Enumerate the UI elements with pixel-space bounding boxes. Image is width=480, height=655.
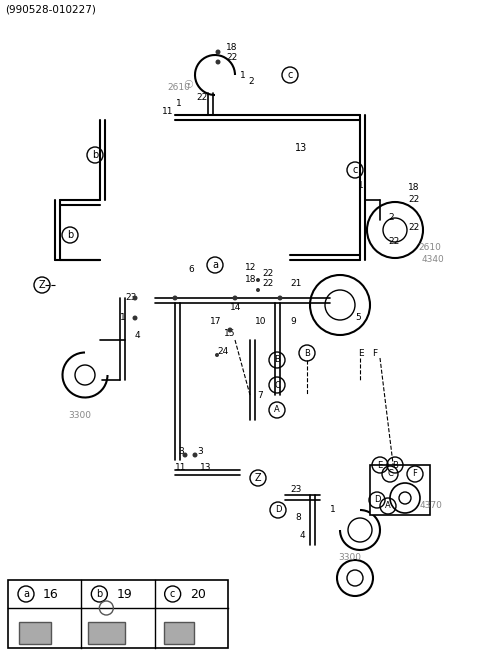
Text: 3: 3 [178,447,184,457]
Text: 23: 23 [125,293,136,303]
Text: 3300: 3300 [338,553,361,563]
Text: 7: 7 [257,390,263,400]
Text: 18: 18 [408,183,420,193]
Text: C: C [387,470,393,479]
Text: b: b [92,150,98,160]
Circle shape [216,50,220,54]
Text: 1: 1 [120,314,126,322]
Text: 16: 16 [43,588,59,601]
Text: 2: 2 [388,214,394,223]
FancyBboxPatch shape [164,622,193,644]
Text: b: b [96,589,102,599]
Text: 9: 9 [290,318,296,326]
Circle shape [132,295,137,301]
Text: 1: 1 [330,506,336,514]
Text: D: D [374,495,380,504]
Text: 4: 4 [135,331,141,339]
Text: 18: 18 [245,276,256,284]
Text: 13: 13 [295,143,307,153]
Text: 8: 8 [295,514,301,523]
Text: b: b [67,230,73,240]
Text: 1: 1 [240,71,246,79]
Text: 3: 3 [197,447,203,457]
Text: 3300: 3300 [68,411,91,419]
Text: 22: 22 [196,94,207,102]
Text: 22: 22 [388,238,399,246]
Text: 4: 4 [300,531,306,540]
Circle shape [228,328,232,333]
Circle shape [277,295,283,301]
Text: F: F [413,470,418,479]
Text: 15: 15 [224,329,236,337]
Text: F: F [372,348,377,358]
FancyBboxPatch shape [19,622,51,644]
Circle shape [256,288,260,292]
Text: 22: 22 [262,269,273,278]
Text: 20: 20 [190,588,205,601]
Text: 11: 11 [162,107,173,117]
Text: 21: 21 [290,280,301,288]
Text: E: E [358,348,364,358]
Text: A: A [385,502,391,510]
Text: B: B [274,356,280,364]
Text: 11: 11 [175,462,187,472]
Text: B: B [392,460,398,470]
Text: Z: Z [255,473,261,483]
Text: 22: 22 [408,223,419,233]
Text: Z: Z [39,280,45,290]
Circle shape [182,453,188,457]
Text: a: a [212,260,218,270]
Text: 24: 24 [217,348,228,356]
Text: 23: 23 [290,485,301,495]
Text: C: C [274,381,280,390]
FancyBboxPatch shape [88,622,125,644]
Text: 2: 2 [248,77,253,86]
Text: 22: 22 [408,195,419,204]
FancyBboxPatch shape [370,465,430,515]
Text: 14: 14 [230,303,241,312]
Text: a: a [23,589,29,599]
Text: (990528-010227): (990528-010227) [5,5,96,15]
Circle shape [192,453,197,457]
Circle shape [216,60,220,64]
Text: E: E [377,460,383,470]
Text: 6: 6 [188,265,194,274]
Text: c: c [170,589,175,599]
Text: 1: 1 [176,98,182,107]
Text: 12: 12 [245,263,256,272]
Text: 18: 18 [226,43,238,52]
Text: D: D [275,506,281,514]
Circle shape [256,278,260,282]
Circle shape [215,353,219,357]
Text: 13: 13 [200,462,212,472]
Text: 4370: 4370 [420,500,443,510]
Text: ☉: ☉ [183,80,193,90]
Text: 22: 22 [226,54,237,62]
Text: c: c [352,165,358,175]
Text: A: A [274,405,280,415]
Text: 22: 22 [262,280,273,288]
Text: 5: 5 [355,314,361,322]
Text: 2610: 2610 [167,83,190,92]
Text: 2610: 2610 [418,244,441,252]
Text: c: c [288,70,293,80]
Circle shape [232,295,238,301]
Text: 4340: 4340 [422,255,445,265]
Text: 19: 19 [116,588,132,601]
Text: 1: 1 [358,181,364,189]
Circle shape [172,295,178,301]
Circle shape [132,316,137,320]
Text: 17: 17 [210,318,221,326]
FancyBboxPatch shape [8,580,228,648]
Text: B: B [304,348,310,358]
Text: 10: 10 [255,318,266,326]
